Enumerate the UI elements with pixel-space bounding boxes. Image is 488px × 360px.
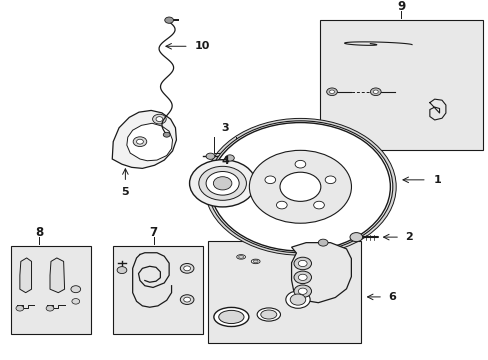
Circle shape xyxy=(264,176,275,184)
Circle shape xyxy=(117,267,126,274)
Polygon shape xyxy=(20,258,31,293)
Circle shape xyxy=(199,166,246,200)
Ellipse shape xyxy=(253,260,258,263)
Circle shape xyxy=(318,239,327,246)
Circle shape xyxy=(289,294,305,305)
Ellipse shape xyxy=(257,308,280,321)
Text: 6: 6 xyxy=(387,292,395,302)
Polygon shape xyxy=(112,111,176,168)
Circle shape xyxy=(46,306,54,311)
Circle shape xyxy=(349,233,362,242)
Circle shape xyxy=(71,286,81,293)
Circle shape xyxy=(16,306,24,311)
Circle shape xyxy=(210,122,389,251)
Circle shape xyxy=(298,260,306,267)
Circle shape xyxy=(280,172,320,201)
Circle shape xyxy=(72,298,80,304)
Circle shape xyxy=(189,160,255,207)
Circle shape xyxy=(225,155,234,161)
Circle shape xyxy=(249,150,351,223)
Bar xyxy=(113,246,203,334)
Circle shape xyxy=(164,17,173,23)
Ellipse shape xyxy=(260,310,276,319)
Ellipse shape xyxy=(251,259,260,264)
Circle shape xyxy=(213,177,231,190)
Ellipse shape xyxy=(213,307,248,327)
Circle shape xyxy=(136,139,143,144)
Circle shape xyxy=(294,160,305,168)
Polygon shape xyxy=(126,123,172,161)
Text: 7: 7 xyxy=(149,226,158,239)
Circle shape xyxy=(298,288,306,294)
Text: 10: 10 xyxy=(194,41,209,51)
Circle shape xyxy=(156,117,163,122)
Circle shape xyxy=(293,271,311,284)
Circle shape xyxy=(205,171,239,195)
Circle shape xyxy=(372,90,377,94)
Text: 5: 5 xyxy=(122,188,129,198)
Circle shape xyxy=(133,137,146,147)
Ellipse shape xyxy=(238,256,243,258)
Circle shape xyxy=(293,285,311,297)
Circle shape xyxy=(180,295,194,305)
Bar xyxy=(319,20,482,150)
Circle shape xyxy=(207,121,392,253)
Bar xyxy=(11,246,91,334)
Circle shape xyxy=(276,201,286,209)
Circle shape xyxy=(285,291,309,308)
Polygon shape xyxy=(291,243,351,303)
Text: 2: 2 xyxy=(404,232,412,242)
Circle shape xyxy=(326,88,337,96)
Circle shape xyxy=(329,90,334,94)
Circle shape xyxy=(370,88,380,96)
Circle shape xyxy=(325,176,335,184)
Ellipse shape xyxy=(236,255,245,259)
Circle shape xyxy=(183,297,190,302)
Text: 8: 8 xyxy=(35,226,43,239)
Circle shape xyxy=(152,114,166,124)
Circle shape xyxy=(293,257,311,270)
Text: 3: 3 xyxy=(221,123,228,134)
Ellipse shape xyxy=(218,310,244,324)
Circle shape xyxy=(298,274,306,280)
Text: 9: 9 xyxy=(396,0,405,13)
Circle shape xyxy=(205,153,214,159)
Circle shape xyxy=(204,118,395,255)
Text: 4: 4 xyxy=(221,157,228,166)
Bar xyxy=(207,240,361,343)
Circle shape xyxy=(313,201,324,209)
Circle shape xyxy=(163,132,170,137)
Polygon shape xyxy=(50,258,64,293)
Circle shape xyxy=(183,266,190,271)
Circle shape xyxy=(180,264,194,273)
Text: 1: 1 xyxy=(433,175,441,185)
